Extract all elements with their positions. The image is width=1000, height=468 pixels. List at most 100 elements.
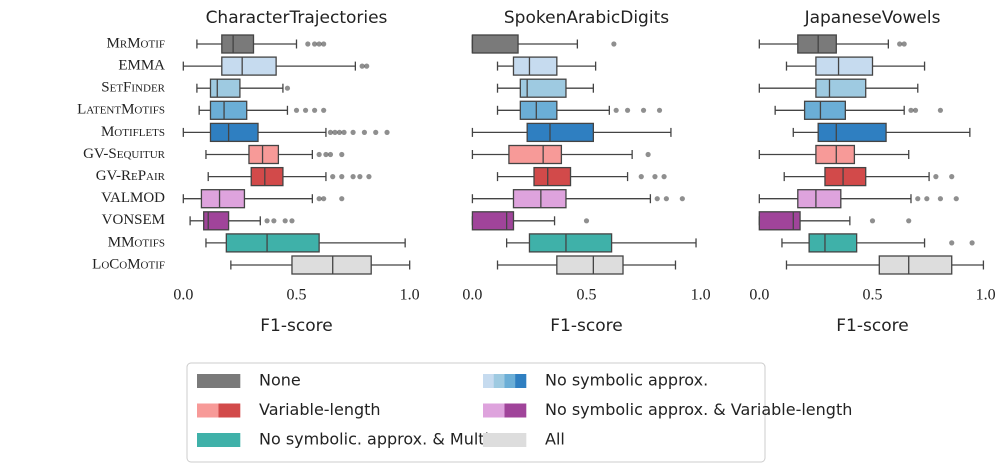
legend-swatch xyxy=(504,403,527,418)
outlier xyxy=(350,129,356,135)
outlier xyxy=(933,174,939,180)
box xyxy=(291,255,372,275)
category-label: SetFinder xyxy=(101,80,165,96)
outlier xyxy=(284,85,291,91)
outlier xyxy=(341,129,347,135)
outlier xyxy=(897,41,903,47)
legend-swatch xyxy=(218,403,241,418)
outlier xyxy=(640,107,647,113)
box xyxy=(519,78,567,98)
box xyxy=(797,189,842,209)
legend-swatch xyxy=(515,374,527,388)
box xyxy=(758,211,801,231)
box xyxy=(221,34,255,54)
box xyxy=(221,56,277,76)
x-axis-label: F1-score xyxy=(836,316,908,336)
outlier xyxy=(366,174,372,180)
x-tick-label: 0.0 xyxy=(173,287,193,304)
x-tick-label: 1.0 xyxy=(691,287,711,304)
box xyxy=(808,233,858,253)
outlier xyxy=(361,129,368,135)
category-label: VALMOD xyxy=(101,190,165,206)
outlier xyxy=(949,240,955,246)
legend-swatch xyxy=(197,403,219,418)
legend-swatch xyxy=(483,403,505,418)
outlier xyxy=(293,107,300,113)
category-label: MrMotif xyxy=(107,35,165,51)
outlier xyxy=(336,129,343,135)
outlier xyxy=(583,218,590,224)
box xyxy=(815,144,856,165)
outlier xyxy=(339,151,345,158)
box xyxy=(815,78,867,98)
outlier xyxy=(327,129,334,135)
category-label: LatentMotifs xyxy=(77,102,165,118)
box xyxy=(248,144,280,165)
outlier xyxy=(359,63,365,69)
outlier xyxy=(321,41,327,47)
outlier xyxy=(302,107,309,113)
outlier xyxy=(661,174,667,180)
legend-swatch xyxy=(197,374,241,388)
legend-label: Variable-length xyxy=(259,400,381,419)
outlier xyxy=(906,218,912,224)
box xyxy=(533,166,572,187)
outlier xyxy=(373,129,379,135)
box xyxy=(528,233,613,253)
outlier xyxy=(915,196,921,202)
x-tick-label: 0.0 xyxy=(749,287,769,304)
outlier xyxy=(908,107,914,113)
outlier xyxy=(937,196,944,202)
x-tick-label: 0.5 xyxy=(577,287,597,304)
outlier xyxy=(264,218,270,224)
outlier xyxy=(305,41,311,47)
legend-label: All xyxy=(545,430,565,449)
category-label: Motiflets xyxy=(101,124,165,140)
outlier xyxy=(327,151,334,158)
outlier xyxy=(937,107,944,113)
legend-label: None xyxy=(259,371,301,390)
outlier xyxy=(901,41,907,47)
outlier xyxy=(663,196,669,202)
outlier xyxy=(953,196,959,202)
legend-swatch xyxy=(483,433,527,447)
box xyxy=(878,255,953,275)
category-label: VONSEM xyxy=(102,212,165,228)
category-label: GV-Sequitur xyxy=(83,146,166,162)
outlier xyxy=(654,196,660,202)
box xyxy=(250,166,284,187)
box xyxy=(471,34,519,54)
outlier xyxy=(912,107,919,113)
category-label: EMMA xyxy=(118,58,165,74)
legend-swatch xyxy=(483,374,495,388)
x-axis-label: F1-score xyxy=(260,316,332,336)
outlier xyxy=(611,41,617,47)
box xyxy=(200,189,246,209)
box xyxy=(512,56,558,76)
x-tick-label: 1.0 xyxy=(400,287,420,304)
box xyxy=(203,211,230,231)
outlier xyxy=(656,107,663,113)
outlier xyxy=(312,41,318,47)
x-tick-label: 0.5 xyxy=(863,287,883,304)
legend-swatch xyxy=(493,374,505,388)
panel-title: SpokenArabicDigits xyxy=(504,8,669,28)
outlier xyxy=(339,196,345,202)
outlier xyxy=(364,63,370,69)
x-tick-label: 1.0 xyxy=(976,287,996,304)
x-axis-label: F1-score xyxy=(550,316,622,336)
outlier xyxy=(339,174,345,180)
outlier xyxy=(949,174,955,180)
outlier xyxy=(289,218,295,224)
box xyxy=(512,189,567,209)
box xyxy=(797,34,837,54)
legend-label: No symbolic approx. & Variable-length xyxy=(545,400,852,419)
outlier xyxy=(316,196,322,202)
outlier xyxy=(645,151,651,158)
outlier xyxy=(384,129,390,135)
outlier xyxy=(330,174,336,180)
box xyxy=(225,233,320,253)
box xyxy=(519,100,558,120)
box xyxy=(803,100,846,120)
outlier xyxy=(282,218,288,224)
